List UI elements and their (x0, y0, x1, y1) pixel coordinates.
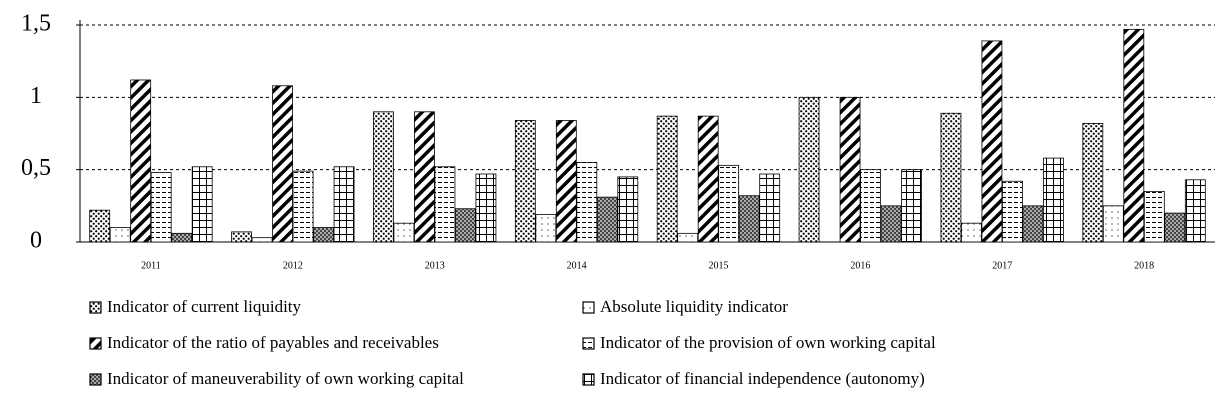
bar (333, 166, 355, 243)
bar (656, 115, 678, 243)
legend-label: Absolute liquidity indicator (600, 297, 788, 316)
y-tick-label: 0 (30, 228, 42, 254)
bar (617, 176, 639, 243)
bar (860, 169, 881, 243)
bar (414, 111, 435, 243)
x-tick-label: 2016 (850, 260, 870, 271)
legend-label: Indicator of the ratio of payables and r… (107, 333, 439, 352)
bar (759, 173, 781, 243)
bar (514, 120, 536, 243)
x-tick-label: 2013 (425, 260, 445, 271)
legend-swatch (89, 301, 102, 314)
bar (738, 195, 760, 243)
bar (475, 173, 497, 243)
bar (251, 237, 273, 243)
bar (231, 231, 252, 243)
bar (1143, 190, 1165, 243)
bar (393, 222, 415, 243)
bar (576, 162, 598, 243)
bar (697, 115, 719, 243)
bar (718, 164, 740, 243)
legend-label: Indicator of maneuverability of own work… (107, 369, 464, 388)
bar (434, 166, 456, 243)
bar (171, 232, 193, 243)
bar (130, 79, 152, 243)
bar (1102, 205, 1124, 243)
bar (596, 196, 618, 243)
bar (89, 209, 111, 243)
x-tick-label: 2014 (567, 260, 587, 271)
y-tick-label: 1 (30, 83, 42, 109)
bar (555, 120, 577, 243)
bar (272, 85, 293, 243)
y-tick-label: 1,5 (21, 11, 51, 37)
bar (940, 112, 962, 243)
legend-label: Indicator of financial independence (aut… (600, 369, 925, 388)
bar (1082, 122, 1104, 243)
bar (455, 208, 476, 243)
bar (1164, 212, 1186, 243)
bar (313, 227, 334, 243)
legend-label: Indicator of current liquidity (107, 297, 302, 316)
bar (373, 111, 394, 243)
bar (880, 205, 902, 243)
bar (961, 222, 982, 243)
bar (109, 227, 131, 243)
bar (1022, 205, 1044, 243)
bar (839, 96, 861, 243)
bar (535, 214, 557, 243)
legend-swatch (89, 337, 102, 350)
y-tick-label: 0,5 (21, 155, 51, 181)
bar (1123, 28, 1145, 243)
legend-label: Indicator of the provision of own workin… (600, 333, 936, 352)
bar (1002, 180, 1023, 243)
bar (292, 170, 314, 243)
x-tick-label: 2017 (992, 260, 1012, 271)
bar (191, 166, 213, 243)
bar (798, 96, 820, 243)
legend-swatch (582, 337, 595, 350)
bar (150, 172, 172, 243)
bar (981, 40, 1003, 243)
legend-swatch (582, 373, 595, 386)
legend-swatch (89, 373, 102, 386)
bar (901, 169, 922, 243)
bar (1184, 179, 1206, 243)
x-tick-label: 2012 (283, 260, 303, 271)
bar (1043, 157, 1064, 243)
x-tick-label: 2018 (1134, 260, 1154, 271)
bar (677, 232, 699, 243)
x-tick-label: 2011 (141, 260, 161, 271)
x-tick-label: 2015 (708, 260, 728, 271)
legend-swatch (582, 301, 595, 314)
